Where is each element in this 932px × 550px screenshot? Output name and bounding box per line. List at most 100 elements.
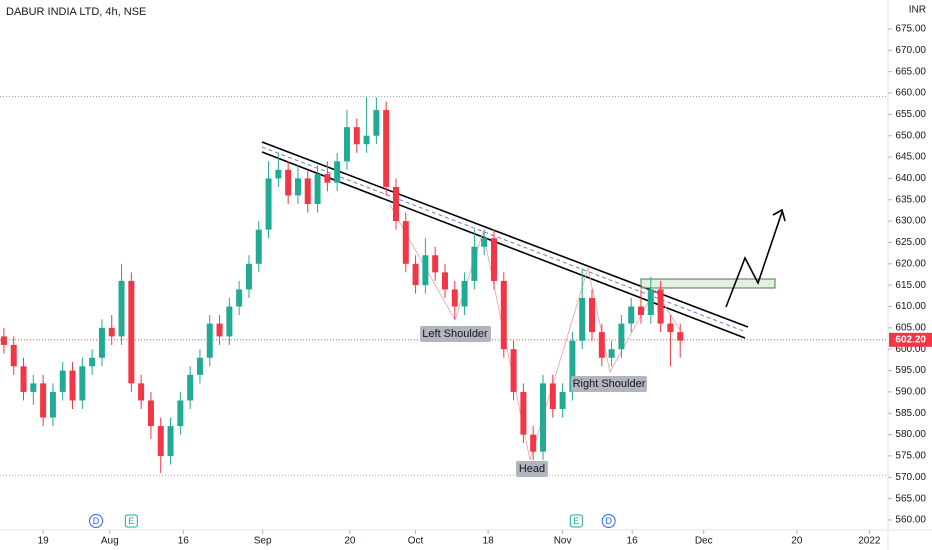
trend-line [261,151,746,339]
candle-body [196,357,203,375]
candle-body [157,426,164,456]
candle-body [216,323,223,337]
candle-body [0,336,7,345]
x-tick-label: 19 [38,536,50,547]
annotation-box [571,376,647,392]
projection-arrow [725,211,783,308]
candle-body [422,255,429,286]
axes: 560.00 565.00 570.00 575.00 580.00 585.00 590.… [38,24,932,547]
y-tick-label: 560.00 [895,515,926,526]
candle-body [441,272,448,290]
y-tick-label: 605.00 [895,322,926,333]
candle-body [559,391,566,409]
candle-body [549,383,556,409]
x-tick-label: Nov [554,536,572,547]
annotation-box [516,461,548,477]
candle-body [89,357,96,367]
x-tick-label: Aug [101,536,119,547]
candle-body [628,306,635,324]
y-tick-label: 630.00 [895,216,926,227]
candle-body [59,370,66,392]
candle-body [30,383,37,392]
y-tick-label: 615.00 [895,280,926,291]
candle-body [520,391,527,435]
candle-body [334,161,341,183]
candles [0,97,684,474]
candle-body [275,169,282,179]
candle-body [294,178,301,196]
candle-body [20,366,27,392]
x-tick-label: 16 [178,536,190,547]
candle-body [10,344,17,367]
annotation: Head [519,463,545,475]
x-tick-label: 18 [483,536,495,547]
candle-body [49,391,56,418]
candle-body [324,174,331,183]
candle-body [108,327,115,337]
candle-body [363,135,370,145]
annotation: Left Shoulder [422,328,488,340]
x-tick-label: 20 [344,536,356,547]
drawings [261,141,786,461]
y-tick-label: 595.00 [895,365,926,376]
candle-body [451,289,458,307]
event-icon [601,514,616,528]
candle-body [667,323,674,333]
trend-midline [261,146,747,333]
candle-body [598,332,605,358]
trend-line [261,141,749,328]
y-tick-label: 580.00 [895,429,926,440]
y-tick-label: 645.00 [895,152,926,163]
candle-body [40,383,47,418]
currency-label: INR [909,5,926,16]
y-tick-label: 565.00 [895,493,926,504]
candle-body [236,289,243,307]
candle-body [510,349,517,392]
last-price-label: 602.20 [895,334,926,345]
candle-body [226,306,233,337]
y-tick-label: 575.00 [895,451,926,462]
candle-body [285,169,292,196]
y-tick-label: 625.00 [895,237,926,248]
y-tick-label: 640.00 [895,173,926,184]
x-tick-label: Sep [254,536,272,547]
candle-body [579,297,586,341]
annotations: Left Shoulder Head Right Shoulder [420,326,647,477]
event-label: E [573,516,579,526]
event-label: E [128,516,134,526]
event-icon [569,514,583,528]
y-tick-label: 600.00 [895,344,926,355]
y-tick-label: 590.00 [895,387,926,398]
event-icon [89,514,104,528]
candle-body [383,110,390,187]
candle-body [481,238,488,247]
x-tick-label: 20 [791,536,803,547]
candle-body [530,434,537,452]
candle-body [392,186,399,222]
y-tick-label: 620.00 [895,258,926,269]
candle-body [343,127,350,162]
candle-body [569,340,576,392]
candle-body [657,289,664,324]
candle-body [187,374,194,401]
last-price-box [889,332,932,347]
candle-body [373,110,380,136]
pattern-line [389,204,681,461]
candle-body [677,332,684,341]
candle-body [265,178,272,230]
candle-body [647,289,654,316]
y-tick-label: 650.00 [895,130,926,141]
candle-body [490,238,497,281]
event-label: D [605,516,612,526]
y-tick-label: 635.00 [895,194,926,205]
x-tick-label: 2022 [858,536,881,547]
event-icon [124,514,138,528]
candle-body [471,246,478,281]
candle-body [255,229,262,264]
annotation: Right Shoulder [573,378,646,390]
candle-body [245,263,252,290]
candle-body [461,280,468,307]
candle-body [608,349,615,358]
